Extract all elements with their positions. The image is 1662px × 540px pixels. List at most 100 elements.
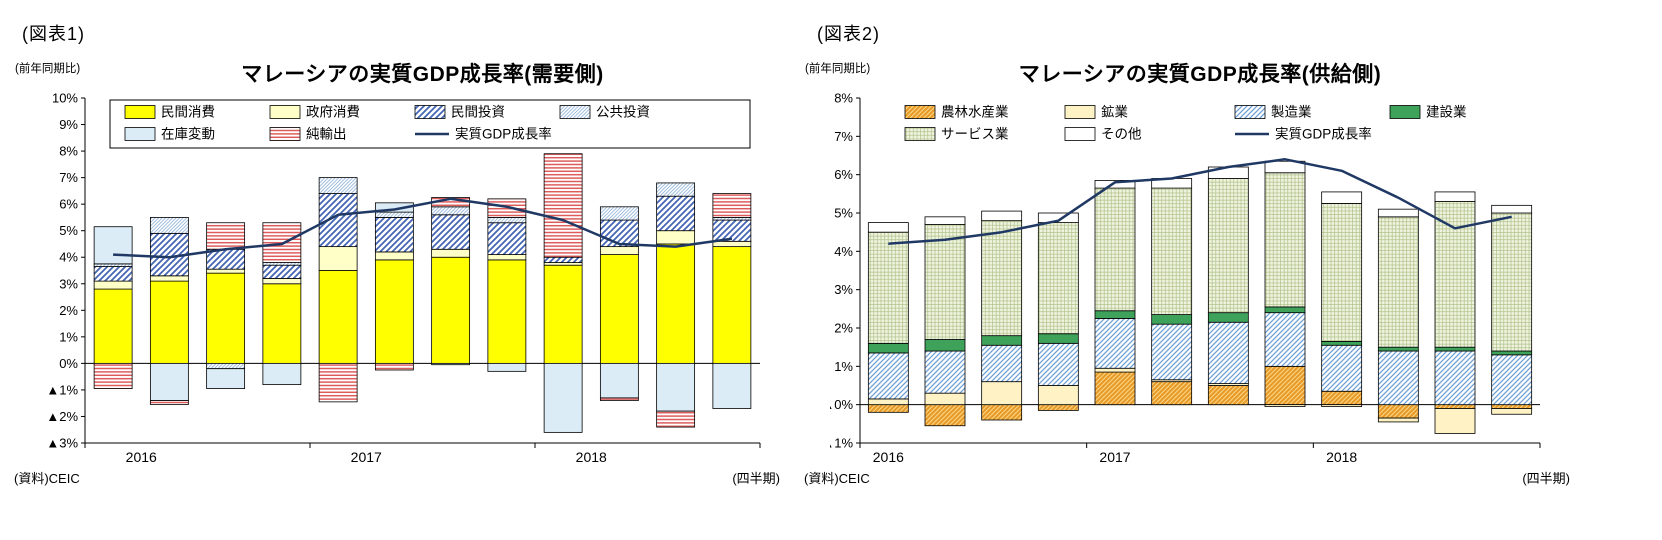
bar-segment xyxy=(599,254,639,364)
legend-swatch xyxy=(414,105,446,119)
legend-swatch xyxy=(124,105,156,119)
bar-segment xyxy=(656,195,696,232)
bar-segment xyxy=(93,288,133,364)
legend-swatch xyxy=(1389,105,1421,119)
chart-title: マレーシアの実質GDP成長率(需要側) xyxy=(241,63,604,86)
legend-swatch xyxy=(1234,105,1266,119)
svg-text:5%: 5% xyxy=(834,206,853,221)
y-axis: 8% 7% 6% 5% 4% 3% 2% 1% ▲0% ▲1% xyxy=(830,91,861,451)
bar-segment xyxy=(1491,204,1533,214)
bar-segment xyxy=(1207,312,1249,323)
bar-segment xyxy=(1264,306,1306,314)
bar-segment xyxy=(206,368,246,389)
bar-segment xyxy=(543,153,583,258)
bar-segment xyxy=(1434,404,1476,409)
bar-segment xyxy=(1321,404,1363,407)
bar-segment xyxy=(712,246,752,364)
svg-text:政府消費: 政府消費 xyxy=(306,105,360,120)
bar-segment xyxy=(149,275,189,282)
bar-segment xyxy=(981,381,1023,406)
bar-segment xyxy=(924,350,966,394)
bar-segment xyxy=(1377,208,1419,218)
bar-segment xyxy=(599,219,639,248)
svg-text:1%: 1% xyxy=(59,329,78,344)
bar-segment xyxy=(924,224,966,340)
bar-segment xyxy=(1491,212,1533,352)
bar-segment xyxy=(1094,180,1136,189)
chart-panel-demand-side: (図表1) (前年同期比) マレーシアの実質GDP成長率(需要側) 10% 9% 8… xyxy=(10,8,800,536)
svg-text:2017: 2017 xyxy=(351,449,382,465)
legend-swatch xyxy=(904,127,936,141)
bar-segment xyxy=(867,231,909,344)
bar-segment xyxy=(487,217,527,224)
bar-segment xyxy=(1321,203,1363,342)
bar-segment xyxy=(1037,342,1079,386)
bar-segment xyxy=(656,243,696,364)
bar-segment xyxy=(1434,191,1476,202)
bar-segment xyxy=(1377,404,1419,419)
svg-text:4%: 4% xyxy=(834,244,853,259)
svg-text:10%: 10% xyxy=(52,91,78,106)
bar-segment xyxy=(262,283,302,364)
bar-segment xyxy=(1264,312,1306,367)
svg-text:2016: 2016 xyxy=(126,449,157,465)
svg-text:8%: 8% xyxy=(59,144,78,159)
svg-text:▲2%: ▲2% xyxy=(46,409,78,424)
svg-text:純輸出: 純輸出 xyxy=(306,127,347,142)
bar-segment xyxy=(1151,187,1193,315)
bar-segment xyxy=(1491,408,1533,415)
bar-segment xyxy=(543,256,583,263)
stacked-bars xyxy=(93,153,752,433)
chart-panel-supply-side: (図表2) (前年同期比) マレーシアの実質GDP成長率(供給側) 8% 7% 6%… xyxy=(800,8,1590,536)
bar-segment xyxy=(149,362,189,401)
bar-segment xyxy=(981,344,1023,383)
bar-segment xyxy=(149,280,189,364)
svg-text:6%: 6% xyxy=(834,167,853,182)
bar-segment xyxy=(262,278,302,285)
svg-text:実質GDP成長率: 実質GDP成長率 xyxy=(455,126,552,142)
bar-segment xyxy=(867,404,909,413)
svg-text:鉱業: 鉱業 xyxy=(1101,105,1129,120)
bar-segment xyxy=(1094,367,1136,373)
bar-segment xyxy=(1207,321,1249,384)
bar-segment xyxy=(487,198,527,218)
source-note: (資料)CEIC xyxy=(804,471,870,486)
legend-swatch xyxy=(269,105,301,119)
svg-text:8%: 8% xyxy=(834,91,853,106)
bar-segment xyxy=(867,342,909,354)
svg-text:▲3%: ▲3% xyxy=(46,436,78,451)
x-axis xyxy=(859,404,1541,448)
bar-segment xyxy=(318,246,358,271)
bar-segment xyxy=(924,216,966,225)
svg-text:▲1%: ▲1% xyxy=(830,436,853,451)
bar-segment xyxy=(431,256,471,364)
bar-segment xyxy=(318,362,358,403)
bar-segment xyxy=(1491,350,1533,356)
svg-text:実質GDP成長率: 実質GDP成長率 xyxy=(1275,126,1372,142)
legend-swatch xyxy=(559,105,591,119)
bar-segment xyxy=(656,410,696,428)
bar-segment xyxy=(1321,390,1363,406)
bar-segment xyxy=(1321,344,1363,392)
bar-segment xyxy=(712,193,752,218)
svg-text:製造業: 製造業 xyxy=(1271,105,1312,120)
bar-segment xyxy=(656,230,696,245)
bar-segment xyxy=(924,392,966,406)
svg-text:9%: 9% xyxy=(59,117,78,132)
svg-text:建設業: 建設業 xyxy=(1426,105,1467,120)
bar-segment xyxy=(1207,385,1249,406)
bar-segment xyxy=(1377,350,1419,406)
bar-segment xyxy=(981,210,1023,222)
bar-segment xyxy=(867,222,909,233)
bar-segment xyxy=(1094,310,1136,319)
svg-text:6%: 6% xyxy=(59,197,78,212)
legend-swatch xyxy=(1064,105,1096,119)
bar-segment xyxy=(712,219,752,242)
bar-segment xyxy=(93,362,133,389)
bar-segment xyxy=(149,400,189,405)
bar-segment xyxy=(487,362,527,372)
bar-segment xyxy=(206,268,246,274)
svg-text:公共投資: 公共投資 xyxy=(596,105,650,120)
svg-text:サービス業: サービス業 xyxy=(941,127,1009,142)
